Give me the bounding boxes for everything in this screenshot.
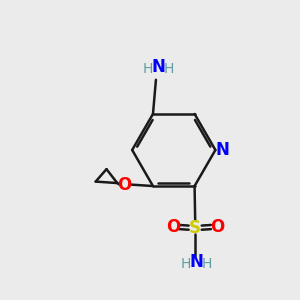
Text: H: H: [181, 256, 191, 271]
Text: N: N: [216, 141, 230, 159]
Text: H: H: [164, 62, 174, 76]
Text: O: O: [118, 176, 132, 194]
Text: H: H: [142, 62, 153, 76]
Text: N: N: [189, 253, 203, 271]
Text: H: H: [201, 256, 212, 271]
Text: O: O: [166, 218, 180, 236]
Text: S: S: [189, 219, 201, 237]
Text: O: O: [210, 218, 225, 236]
Text: N: N: [151, 58, 165, 76]
